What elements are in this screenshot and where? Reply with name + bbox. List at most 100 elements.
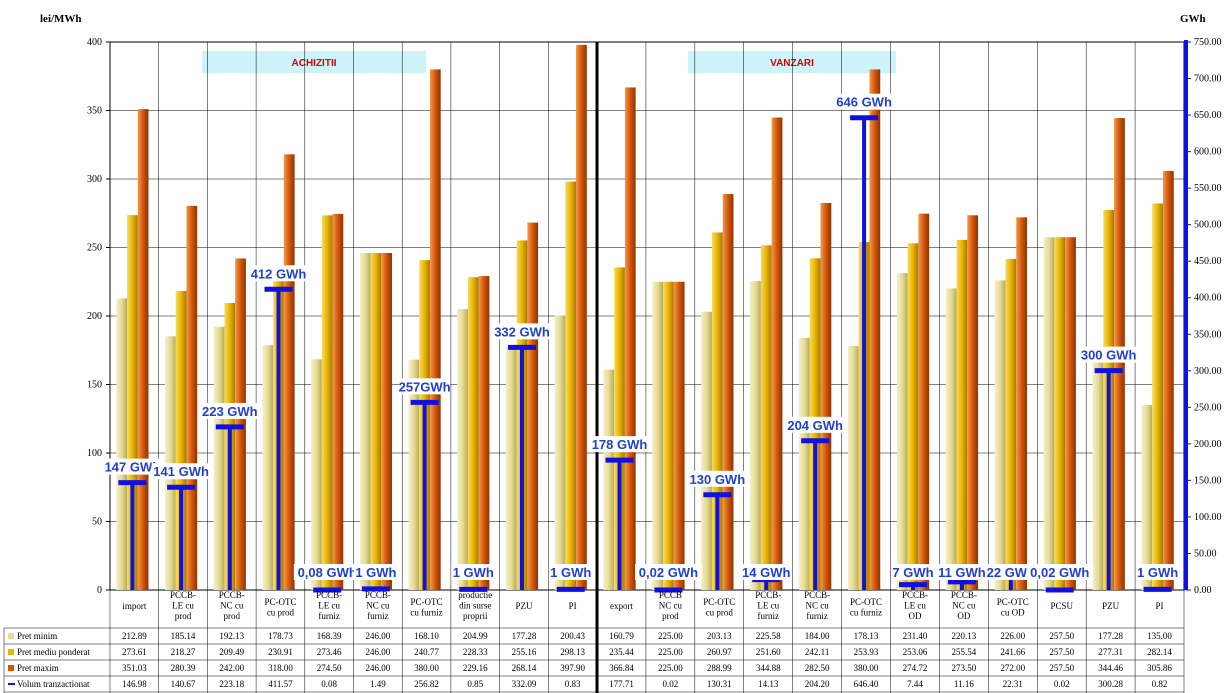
table-cell: 253.93 — [854, 647, 879, 657]
table-cell: 230.91 — [268, 647, 293, 657]
table-cell: 298.13 — [560, 647, 585, 657]
bar-pret-mediu — [1005, 258, 1017, 590]
category-label: OD — [908, 611, 921, 621]
table-cell: 646.40 — [854, 679, 879, 689]
volume-label: 0,02 GWh — [1030, 565, 1089, 580]
y2-tick-label: 350.00 — [1194, 329, 1222, 340]
volume-label-bg — [398, 378, 451, 395]
table-cell: 260.97 — [707, 647, 732, 657]
y2-axis-unit-label: GWh — [1180, 13, 1206, 25]
table-cell: 257.50 — [1049, 663, 1074, 673]
bar-pret-mediu — [370, 252, 382, 591]
volume-label-bg — [834, 93, 894, 110]
volume-label-bg — [1079, 346, 1139, 363]
volume-label: 412 GWh — [251, 266, 307, 281]
table-cell: 300.28 — [1098, 679, 1123, 689]
y2-tick-label: 200.00 — [1194, 439, 1222, 450]
bar-pret-minim — [554, 315, 566, 590]
volume-label-bg — [200, 402, 260, 419]
table-cell: 255.54 — [952, 647, 977, 657]
bar-pret-minim — [165, 336, 176, 590]
category-label: PI — [1156, 601, 1164, 611]
category-label: cu furniz — [410, 608, 442, 618]
group-banner-label: VANZARI — [770, 58, 814, 69]
table-cell: 218.27 — [171, 647, 196, 657]
table-cell: 223.18 — [219, 679, 244, 689]
volume-label-bg — [687, 470, 747, 487]
volume-label: 223 GWh — [202, 404, 258, 419]
category-label: PCCB- — [316, 590, 342, 600]
bar-pret-minim — [1141, 405, 1153, 590]
category-label: PCCB- — [219, 590, 245, 600]
y2-tick-label: 400.00 — [1194, 293, 1222, 304]
category-label: export — [610, 601, 633, 611]
table-cell: 351.03 — [122, 663, 147, 673]
bar-pret-mediu — [760, 245, 772, 591]
table-cell: 11.16 — [954, 679, 974, 689]
category-label: furniz — [318, 611, 340, 621]
table-cell: 242.11 — [805, 647, 829, 657]
category-label: cu OD — [1001, 608, 1025, 618]
table-cell: 192.13 — [219, 631, 244, 641]
category-label: cu prod — [267, 608, 295, 618]
legend-key — [8, 633, 14, 639]
table-cell: 209.49 — [219, 647, 244, 657]
group-banner-label: ACHIZITII — [292, 58, 337, 69]
table-cell: 246.00 — [365, 663, 390, 673]
y-tick-label: 200 — [87, 311, 102, 322]
table-cell: 277.31 — [1098, 647, 1123, 657]
y-tick-label: 50 — [92, 517, 102, 528]
category-label: PCSU — [1050, 601, 1073, 611]
category-label: PC-OTC — [264, 597, 296, 607]
table-cell: 225.00 — [658, 647, 683, 657]
table-cell: 273.61 — [122, 647, 147, 657]
group-banner — [202, 51, 426, 73]
category-label: prod — [175, 611, 192, 621]
volume-label: 0,08 GWh — [298, 565, 357, 580]
volume-label: 7 GWh — [892, 565, 933, 580]
table-cell: 178.13 — [854, 631, 879, 641]
table-row-label: Pret maxim — [17, 663, 59, 673]
bar-pret-maxim — [1162, 170, 1174, 590]
y2-tick-label: 0.00 — [1194, 585, 1212, 596]
table-cell: 168.10 — [414, 631, 439, 641]
volume-label: 178 GWh — [592, 437, 648, 452]
legend-key — [8, 683, 15, 685]
category-label: PC-OTC — [850, 597, 882, 607]
y-tick-label: 250 — [87, 243, 102, 254]
category-label: PC-OTC — [997, 597, 1029, 607]
volume-label-bg — [740, 564, 793, 580]
table-cell: 241.66 — [1000, 647, 1025, 657]
volume-label-bg — [985, 564, 1037, 580]
table-cell: 282.14 — [1147, 647, 1172, 657]
volume-label: 22 GWh — [987, 565, 1035, 580]
bar-pret-maxim — [722, 194, 734, 591]
bar-pret-minim — [896, 272, 908, 590]
bar-pret-maxim — [1016, 217, 1027, 591]
volume-label-bg — [1026, 564, 1094, 580]
table-cell: 0.85 — [467, 679, 483, 689]
table-cell: 256.82 — [414, 679, 439, 689]
volume-label-bg — [293, 564, 361, 580]
table-cell: 305.86 — [1147, 663, 1172, 673]
bar-pret-minim — [750, 280, 761, 590]
table-cell: 225.00 — [658, 663, 683, 673]
category-label: PCCB- — [170, 590, 196, 600]
bar-pret-maxim — [1065, 237, 1076, 590]
category-label: productie — [458, 590, 492, 600]
category-label: LE cu — [904, 601, 926, 611]
table-cell: 380.00 — [414, 663, 439, 673]
bar-pret-minim — [652, 281, 664, 590]
axes: 0 50 100 150 200 250 300 350 400 0.00 50.00 100.00 1… — [87, 37, 1222, 596]
table-cell: 203.13 — [707, 631, 732, 641]
bar-pret-mediu — [565, 181, 577, 591]
table-cell: 274.50 — [317, 663, 342, 673]
table-cell: 220.13 — [952, 631, 977, 641]
category-label: PCCB- — [755, 590, 781, 600]
bar-pret-minim — [1043, 237, 1055, 590]
table-cell: 240.77 — [414, 647, 439, 657]
y-tick-label: 100 — [87, 448, 102, 459]
